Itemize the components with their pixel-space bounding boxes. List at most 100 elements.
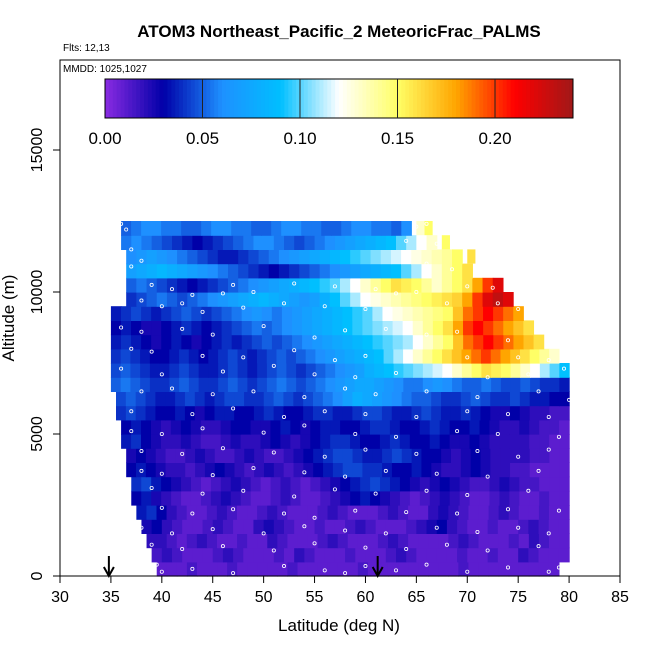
heatmap-cell: [462, 263, 473, 279]
latitude-arrow: [102, 556, 115, 579]
heatmap-cell: [169, 377, 180, 392]
colorbar-swatch: [108, 79, 114, 118]
heatmap-cell: [539, 405, 550, 421]
heatmap-cell: [131, 306, 142, 321]
heatmap-cell: [247, 377, 258, 392]
heatmap-cell: [419, 476, 431, 492]
heatmap-cell: [371, 221, 382, 236]
heatmap-cell: [383, 348, 394, 364]
heatmap-cell: [180, 434, 192, 449]
heatmap-cell: [200, 419, 212, 435]
sample-point: [363, 545, 368, 550]
colorbar-swatch: [261, 79, 266, 118]
heatmap-cell: [350, 249, 361, 265]
heatmap-cell: [227, 561, 238, 577]
heatmap-cell: [330, 434, 341, 449]
heatmap-cell: [110, 377, 122, 392]
heatmap-cell: [293, 462, 304, 478]
heatmap-cell: [334, 348, 346, 364]
x-tick-label: 35: [102, 589, 120, 606]
heatmap-cell: [263, 462, 275, 478]
colorbar: [104, 78, 574, 119]
colorbar-tick-label: 0.15: [381, 129, 414, 148]
heatmap-cell: [322, 320, 333, 336]
sample-point: [302, 423, 307, 428]
heatmap-cell: [210, 476, 222, 492]
sample-point: [414, 414, 419, 419]
sample-point: [516, 525, 521, 530]
heatmap-cell: [529, 348, 541, 364]
heatmap-cell: [483, 334, 494, 350]
heatmap-cell: [431, 462, 442, 478]
sample-point: [119, 366, 124, 371]
heatmap-cell: [251, 221, 262, 236]
colorbar-swatch: [144, 79, 149, 118]
heatmap-cell: [468, 533, 480, 549]
x-axis: 30 35 40 45 50 55 60 65 70 75 80 85: [51, 576, 629, 606]
heatmap-cell: [220, 476, 232, 492]
heatmap-cell: [248, 249, 260, 265]
colorbar-swatch: [222, 79, 227, 118]
colorbar-swatch: [409, 79, 414, 118]
sample-point: [505, 507, 510, 512]
colorbar-swatch: [284, 79, 289, 118]
heatmap-cell: [319, 263, 331, 279]
heatmap-cell: [480, 391, 491, 407]
heatmap-cell: [194, 405, 206, 421]
heatmap-cell: [185, 448, 196, 463]
heatmap-cell: [329, 249, 341, 265]
sample-point: [424, 488, 429, 493]
heatmap-cell: [483, 306, 494, 321]
heatmap-cell: [273, 547, 285, 563]
heatmap-cell: [187, 292, 199, 307]
heatmap-cell: [234, 405, 245, 421]
heatmap-cell: [310, 476, 321, 492]
sample-point: [562, 366, 567, 371]
heatmap-cell: [408, 533, 419, 549]
colorbar-swatch: [311, 79, 317, 118]
heatmap-cell: [155, 391, 166, 407]
heatmap-cell: [401, 448, 413, 463]
heatmap-cell: [120, 363, 132, 378]
colorbar-swatch: [327, 79, 332, 118]
heatmap-cell: [460, 405, 472, 421]
heatmap-cell: [222, 547, 234, 563]
heatmap-cell: [230, 419, 242, 435]
heatmap-cell: [459, 490, 471, 506]
heatmap-cell: [293, 391, 304, 407]
heatmap-cell: [481, 377, 492, 392]
heatmap-cell: [156, 533, 168, 549]
heatmap-cell: [186, 505, 198, 520]
heatmap-cell: [304, 547, 316, 563]
heatmap-cell: [549, 448, 560, 463]
heatmap-cell: [234, 448, 245, 463]
sample-point: [485, 474, 490, 479]
heatmap-cell: [197, 249, 209, 265]
heatmap-cell: [399, 476, 411, 492]
heatmap-cell: [489, 419, 501, 435]
heatmap-cell: [307, 505, 319, 520]
colorbar-swatch: [417, 79, 422, 118]
heatmap-cell: [428, 505, 439, 520]
heatmap-cell: [131, 235, 143, 250]
heatmap-cell: [441, 235, 450, 250]
heatmap-cell: [280, 419, 291, 435]
heatmap-cell: [207, 263, 219, 279]
heatmap-cell: [398, 561, 409, 577]
heatmap-cell: [222, 519, 234, 534]
heatmap-cell: [539, 490, 550, 506]
heatmap-cell: [202, 519, 214, 534]
heatmap-cell: [549, 419, 560, 435]
heatmap-cell: [416, 519, 428, 534]
heatmap-cell: [452, 277, 463, 293]
heatmap-cell: [253, 519, 265, 534]
colorbar-swatch: [557, 79, 562, 118]
heatmap-cell: [489, 476, 501, 492]
heatmap-cell: [270, 419, 281, 435]
heatmap-cell: [135, 391, 147, 407]
heatmap-cell: [207, 249, 219, 265]
heatmap-cell: [421, 277, 433, 293]
heatmap-cell: [260, 434, 272, 449]
heatmap-cell: [260, 476, 272, 492]
heatmap-cell: [182, 547, 193, 563]
